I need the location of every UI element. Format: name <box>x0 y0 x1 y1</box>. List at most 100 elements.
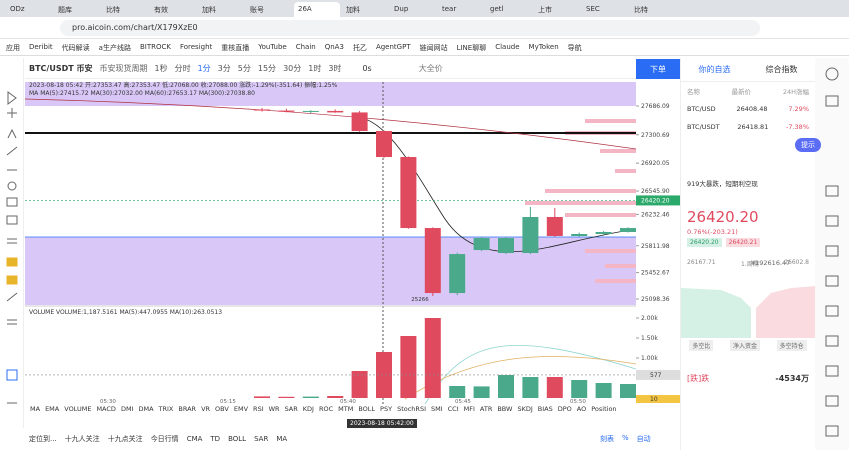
panel-button[interactable]: 净入资金 <box>729 340 760 351</box>
tab[interactable]: 有效 <box>154 6 168 14</box>
indicator[interactable]: MTM <box>338 405 354 413</box>
tab[interactable]: tear <box>442 5 457 13</box>
bookmark[interactable]: 应用 <box>6 44 20 52</box>
hint[interactable]: 提示 <box>795 138 821 152</box>
indicator[interactable]: VOLUME <box>64 405 92 413</box>
indicator[interactable]: SKDJ <box>517 405 533 413</box>
period[interactable]: 15分 <box>257 64 277 73</box>
bottom-item[interactable]: CMA <box>186 435 203 443</box>
bottom-item[interactable]: 十九点关注 <box>107 435 143 443</box>
period[interactable]: 1秒 <box>154 64 168 73</box>
indicator[interactable]: KDJ <box>302 405 314 413</box>
bookmark[interactable]: YouTube <box>258 43 287 51</box>
period[interactable]: 5分 <box>237 64 251 73</box>
tab[interactable]: ODz <box>10 5 25 13</box>
ask[interactable]: 26420.21 <box>725 238 761 247</box>
tab[interactable]: 比特 <box>634 6 648 14</box>
indicator[interactable]: ATR <box>479 405 493 413</box>
bottom-item[interactable]: BOLL <box>228 435 247 443</box>
period[interactable]: 3分 <box>217 64 231 73</box>
period[interactable]: 1分 <box>197 64 211 73</box>
indicator[interactable]: Position <box>591 405 617 413</box>
tab[interactable]: 题库 <box>58 6 72 14</box>
bookmark[interactable]: 重核直播 <box>221 44 250 52</box>
indicator[interactable]: PSY <box>380 405 393 413</box>
period[interactable]: 分时 <box>174 64 191 73</box>
refresh[interactable]: 0s <box>362 64 372 73</box>
bookmark[interactable]: Foresight <box>179 43 213 51</box>
tab[interactable]: 加料 <box>346 6 360 14</box>
symbol[interactable]: BTC/USDT 币安 <box>29 64 93 73</box>
volume-bar <box>620 384 636 398</box>
indicator[interactable]: VR <box>201 405 211 413</box>
panel-tab[interactable]: 综合指数 <box>765 65 798 74</box>
indicator[interactable]: AO <box>576 405 587 413</box>
bookmark[interactable]: Deribit <box>29 43 53 51</box>
indicator[interactable]: TRIX <box>158 405 174 413</box>
bottom-item[interactable]: MA <box>276 435 288 443</box>
tab[interactable]: 加料 <box>202 6 216 14</box>
indicator[interactable]: BOLL <box>358 405 376 413</box>
indicator[interactable]: ROC <box>318 405 334 413</box>
tab[interactable]: getl <box>490 5 504 13</box>
bottom-item[interactable]: SAR <box>254 435 269 443</box>
indicator[interactable]: MA <box>30 405 41 413</box>
bottom-item[interactable]: 十九人关注 <box>64 435 100 443</box>
indicator[interactable]: StochRSI <box>397 405 426 413</box>
indicator[interactable]: OBV <box>215 405 229 413</box>
panel-tab[interactable]: 你的自选 <box>698 65 731 74</box>
indicator[interactable]: DMA <box>138 405 154 413</box>
bookmark[interactable]: LINE聊聊 <box>456 44 487 52</box>
watch-row[interactable]: BTC/USD 26408.48 7.29% <box>681 100 815 118</box>
panel-button[interactable]: 多空比 <box>689 340 714 351</box>
indicator[interactable]: BBW <box>497 405 513 413</box>
bookmark[interactable]: Chain <box>295 43 316 51</box>
indicator[interactable]: SMI <box>430 405 443 413</box>
bookmark[interactable]: 链闻网站 <box>419 44 448 52</box>
tab[interactable]: 上市 <box>538 6 552 14</box>
indicator[interactable]: WR <box>268 405 280 413</box>
bookmark[interactable]: AgentGPT <box>375 43 411 51</box>
panel-button[interactable]: 多空持仓 <box>776 340 807 351</box>
bookmark[interactable]: MyToken <box>528 43 559 51</box>
indicator[interactable]: MACD <box>96 405 116 413</box>
bookmark[interactable]: a生产线路 <box>98 44 131 52</box>
indicator[interactable]: DMI <box>120 405 134 413</box>
indicator[interactable]: EMA <box>45 405 60 413</box>
bottom-right-item[interactable]: 自动 <box>636 435 651 443</box>
indicator[interactable]: CCI <box>447 405 459 413</box>
indicator[interactable]: SAR <box>284 405 298 413</box>
watch-row[interactable]: BTC/USDT 26418.81 -7.38% <box>681 118 815 136</box>
bottom-right-item[interactable]: % <box>622 434 629 442</box>
bottom-item[interactable]: 定位到... <box>29 435 57 443</box>
news[interactable]: 919大暴跌，短期利空现 <box>687 180 758 188</box>
period[interactable]: 3时 <box>328 64 342 73</box>
indicator[interactable]: DPO <box>557 405 572 413</box>
tab[interactable]: Dup <box>394 5 409 13</box>
bookmark[interactable]: 托乙 <box>352 44 367 52</box>
tab[interactable]: 比特 <box>106 6 120 14</box>
url[interactable]: pro.aicoin.com/chart/X179XzE0 <box>60 20 760 36</box>
mode[interactable]: 币安现货周期 <box>99 64 148 73</box>
bookmark[interactable]: 导航 <box>567 44 582 52</box>
order-button[interactable]: 下单 <box>636 59 680 79</box>
bottom-item[interactable]: TD <box>210 435 221 443</box>
bookmark[interactable]: QnA3 <box>324 43 344 51</box>
bookmark[interactable]: BITROCK <box>139 43 171 51</box>
bookmark[interactable]: 代码解读 <box>61 44 90 52</box>
period[interactable]: 1时 <box>308 64 322 73</box>
price-mode[interactable]: 大全价 <box>418 64 443 73</box>
bookmark[interactable]: Claude <box>495 43 520 51</box>
indicator[interactable]: BIAS <box>537 405 553 413</box>
tab[interactable]: 账号 <box>250 6 264 14</box>
period[interactable]: 30分 <box>283 64 302 73</box>
bottom-item[interactable]: 今日行情 <box>150 435 179 443</box>
bid[interactable]: 26420.20 <box>687 238 722 247</box>
indicator[interactable]: BRAR <box>178 405 197 413</box>
indicator[interactable]: EMV <box>233 405 249 413</box>
tab[interactable]: 26A <box>294 2 340 17</box>
indicator[interactable]: MFI <box>463 405 475 413</box>
tab[interactable]: SEC <box>586 5 600 13</box>
bottom-right-item[interactable]: 刻表 <box>600 435 614 443</box>
indicator[interactable]: RSI <box>253 405 264 413</box>
